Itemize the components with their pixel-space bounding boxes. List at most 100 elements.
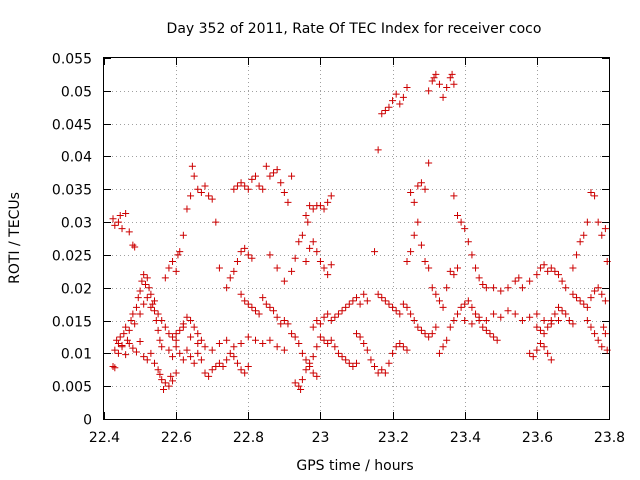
data-point <box>116 212 124 220</box>
data-point <box>345 300 353 308</box>
axis-ticks: 0 0.005 0.01 0.015 0.02 0.025 0.03 0.035 0.04 0.0… <box>52 52 625 447</box>
data-point <box>504 284 512 292</box>
data-point <box>158 376 166 384</box>
x-tick-label: 22.6 <box>161 430 192 446</box>
data-point <box>248 254 256 262</box>
data-point <box>219 362 227 370</box>
data-point <box>262 300 270 308</box>
data-point <box>544 349 552 357</box>
data-point <box>396 310 404 318</box>
data-point <box>558 277 566 285</box>
data-point <box>526 313 534 321</box>
data-point <box>262 162 270 170</box>
data-point <box>432 290 440 298</box>
y-tick-label: 0.02 <box>61 282 92 298</box>
data-point <box>252 172 259 180</box>
data-point <box>273 343 281 351</box>
data-point <box>536 340 544 348</box>
data-point <box>443 284 451 292</box>
data-point <box>547 317 555 325</box>
data-point <box>241 244 249 252</box>
data-point <box>295 382 303 390</box>
data-point <box>591 287 599 295</box>
data-point <box>208 346 216 354</box>
data-point <box>187 192 195 200</box>
data-point <box>533 346 541 354</box>
data-point <box>284 198 292 206</box>
data-point <box>141 280 149 288</box>
data-point <box>389 349 397 357</box>
data-point <box>194 185 202 193</box>
data-point <box>215 359 223 367</box>
y-tick-label: 0.005 <box>52 380 92 396</box>
data-point <box>540 343 548 351</box>
data-point <box>580 300 588 308</box>
y-tick-label: 0.055 <box>52 52 92 68</box>
data-point <box>374 290 382 298</box>
data-point <box>439 343 447 351</box>
data-point <box>544 323 552 331</box>
data-point <box>205 192 213 200</box>
y-tick-label: 0.05 <box>61 85 92 101</box>
data-point <box>304 218 312 226</box>
data-point <box>201 182 209 190</box>
data-point <box>194 330 202 338</box>
data-point <box>587 189 595 197</box>
data-point <box>439 93 447 101</box>
data-point <box>154 326 162 334</box>
data-point <box>201 343 209 351</box>
data-point <box>454 310 461 318</box>
data-point <box>114 349 122 357</box>
data-point <box>174 251 182 259</box>
data-point <box>428 284 436 292</box>
data-point <box>255 182 263 190</box>
data-point <box>360 340 368 348</box>
data-point <box>309 205 317 213</box>
data-point <box>450 80 458 88</box>
y-tick-label: 0.04 <box>61 150 92 166</box>
data-point <box>468 320 476 328</box>
data-point <box>298 376 306 384</box>
x-tick-label: 22.8 <box>233 430 264 446</box>
y-tick-label: 0.01 <box>61 347 92 363</box>
data-point <box>237 179 245 187</box>
grid-lines <box>104 58 609 419</box>
data-point <box>555 271 562 279</box>
data-point <box>241 182 249 190</box>
data-point <box>291 254 299 262</box>
data-point <box>331 313 339 321</box>
data-point <box>598 343 606 351</box>
x-axis-label: GPS time / hours <box>296 458 413 474</box>
data-point <box>140 300 148 308</box>
data-point <box>327 317 335 325</box>
data-point <box>273 264 281 272</box>
data-point <box>598 290 606 298</box>
data-point <box>381 107 389 115</box>
data-point <box>233 257 241 265</box>
data-point <box>205 372 213 380</box>
data-point <box>482 317 490 325</box>
data-point <box>432 323 440 331</box>
data-point <box>134 294 142 302</box>
data-point <box>385 103 393 111</box>
data-point <box>233 359 241 367</box>
data-point <box>562 310 570 318</box>
data-point <box>187 317 195 325</box>
data-point <box>309 323 317 331</box>
data-point <box>154 310 162 318</box>
data-point <box>114 340 122 348</box>
data-point <box>544 267 552 275</box>
data-point <box>367 356 375 364</box>
data-point <box>297 385 305 393</box>
data-point <box>291 379 299 387</box>
data-point <box>143 274 151 282</box>
data-point <box>573 251 581 259</box>
data-point <box>295 340 303 348</box>
data-point <box>306 202 314 210</box>
y-tick-label: 0.015 <box>52 315 92 331</box>
data-point <box>194 340 202 348</box>
data-point <box>237 340 245 348</box>
data-point <box>576 238 584 246</box>
data-point <box>273 166 281 174</box>
data-point <box>591 192 599 200</box>
